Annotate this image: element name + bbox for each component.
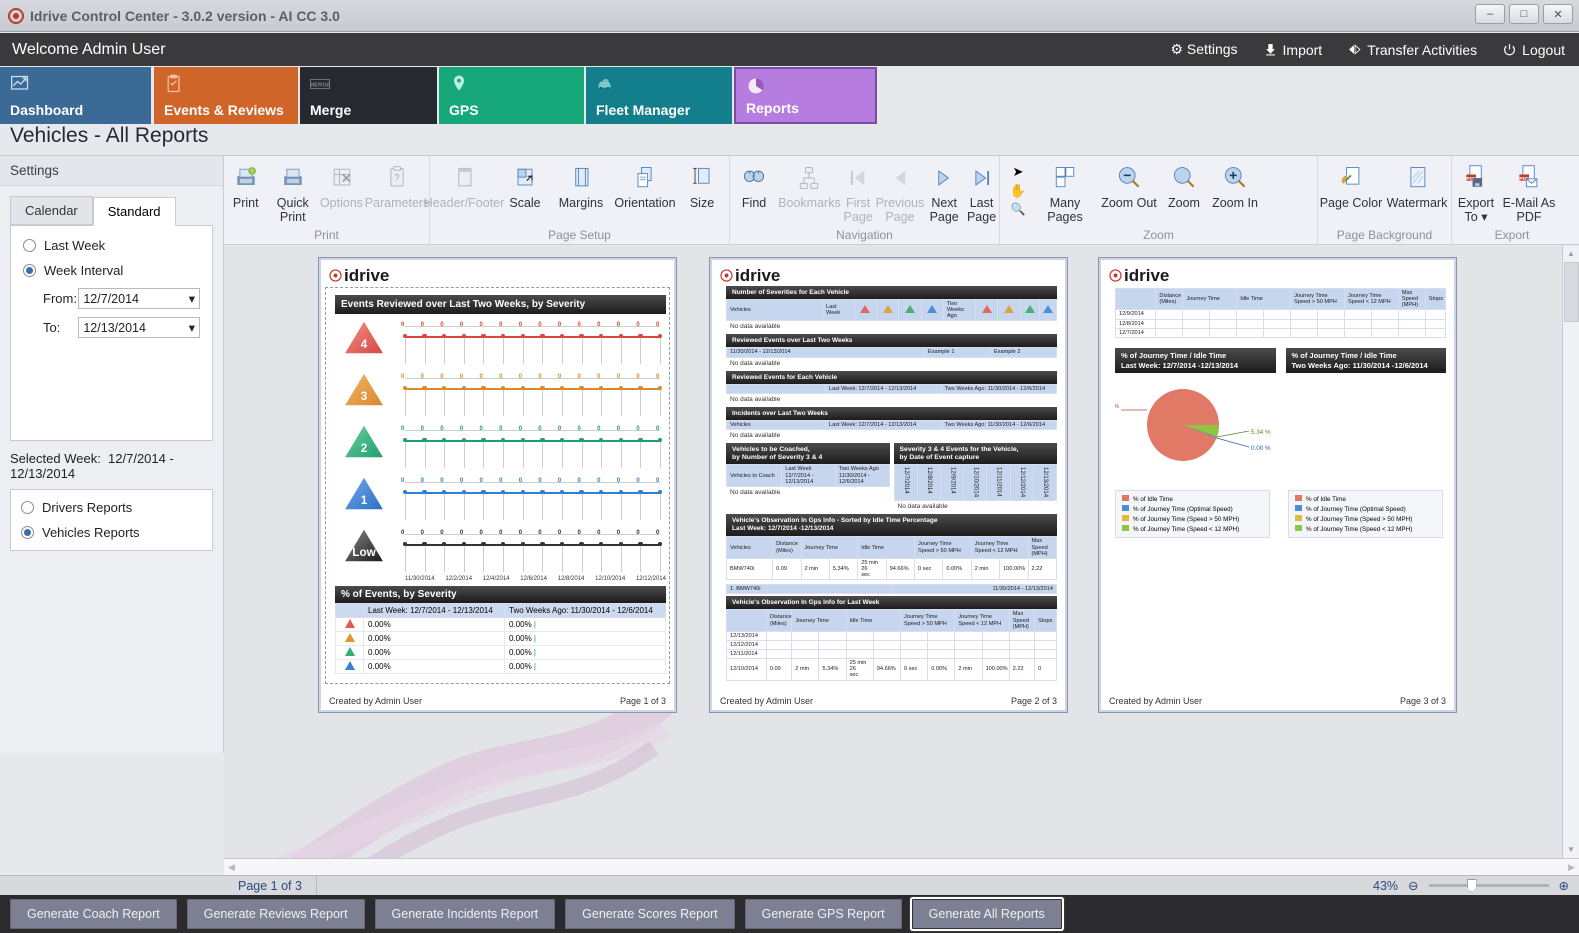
svg-text:94.66 %: 94.66 %	[1115, 403, 1119, 410]
svg-text:0.00 %: 0.00 %	[1251, 445, 1271, 452]
svg-text:2: 2	[361, 442, 368, 455]
svg-text:1: 1	[361, 494, 368, 507]
svg-text:5.34 %: 5.34 %	[1251, 429, 1271, 436]
svg-text:4: 4	[361, 338, 368, 351]
svg-text:3: 3	[361, 390, 368, 403]
svg-text:Low: Low	[352, 546, 376, 559]
svg-text:?: ?	[395, 173, 400, 183]
svg-text:?: ?	[250, 170, 253, 176]
svg-text:MERGE: MERGE	[310, 82, 330, 88]
